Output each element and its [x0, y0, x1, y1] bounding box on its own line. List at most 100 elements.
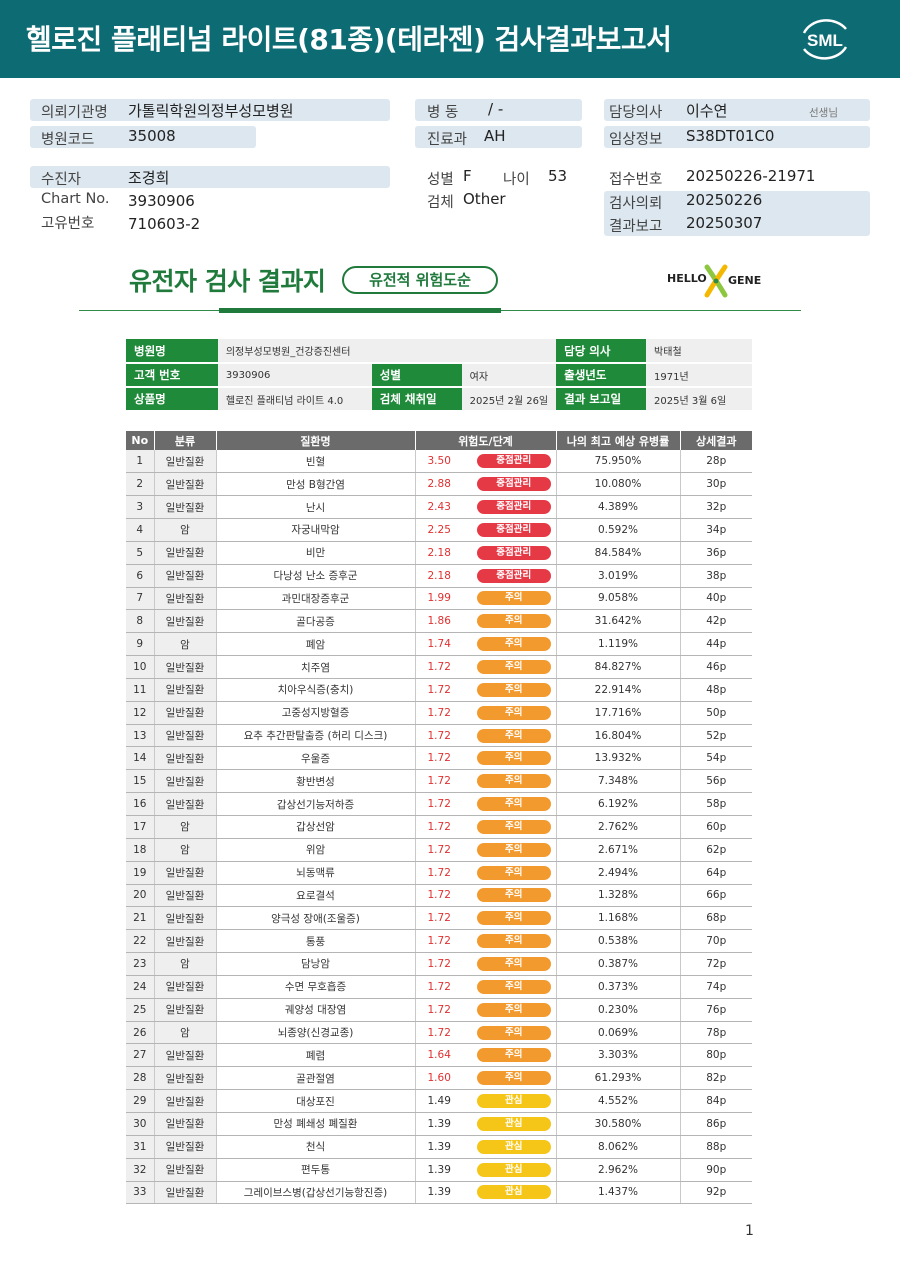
product-value: 헬로진 플래티넘 라이트 4.0 — [217, 387, 372, 412]
row-detail-page: 50p — [680, 701, 752, 725]
row-detail-page: 30p — [680, 472, 752, 497]
report-date-label: 결과 보고일 — [556, 387, 647, 412]
row-risk-score: 1.72 — [415, 655, 472, 679]
row-disease-name: 양극성 장애(조울증) — [216, 906, 416, 931]
risk-level-badge: 주의 — [476, 956, 551, 971]
row-number: 29 — [126, 1089, 155, 1113]
row-number: 3 — [126, 495, 155, 520]
table-row: 26 암 뇌종양(신경교종) 1.72 주의 0.069% 78p — [126, 1021, 752, 1045]
row-prevalence: 0.387% — [556, 952, 681, 976]
row-risk-score: 1.72 — [415, 929, 472, 954]
col-category-header: 분류 — [154, 431, 217, 450]
table-row: 15 일반질환 황반변성 1.72 주의 7.348% 56p — [126, 769, 752, 794]
row-risk-level-cell: 주의 — [472, 975, 557, 999]
table-row: 13 일반질환 요추 추간판탈출증 (허리 디스크) 1.72 주의 16.804% 52p — [126, 724, 752, 748]
risk-level-badge: 관심 — [476, 1162, 551, 1177]
row-prevalence: 61.293% — [556, 1066, 681, 1091]
row-number: 6 — [126, 564, 155, 588]
row-disease-name: 담낭암 — [216, 952, 416, 976]
row-risk-level-cell: 주의 — [472, 701, 557, 725]
row-disease-name: 우울증 — [216, 746, 416, 771]
table-row: 23 암 담낭암 1.72 주의 0.387% 72p — [126, 952, 752, 976]
row-risk-level-cell: 주의 — [472, 838, 557, 862]
row-category: 일반질환 — [154, 769, 217, 794]
gene-result-title: 유전자 검사 결과지 — [129, 267, 326, 296]
row-disease-name: 골관절염 — [216, 1066, 416, 1091]
row-disease-name: 편두통 — [216, 1158, 416, 1182]
risk-level-badge: 주의 — [476, 979, 551, 994]
clinical-label: 임상정보 — [609, 132, 663, 148]
row-disease-name: 황반변성 — [216, 769, 416, 794]
row-category: 일반질환 — [154, 541, 217, 565]
table-row: 21 일반질환 양극성 장애(조울증) 1.72 주의 1.168% 68p — [126, 906, 752, 931]
row-risk-level-cell: 주의 — [472, 884, 557, 908]
row-disease-name: 치주염 — [216, 655, 416, 679]
row-risk-score: 1.74 — [415, 632, 472, 657]
row-prevalence: 0.230% — [556, 998, 681, 1022]
row-risk-score: 1.72 — [415, 952, 472, 976]
hospital-code-label: 병원코드 — [41, 132, 95, 148]
row-category: 일반질환 — [154, 1135, 217, 1159]
birth-year-value: 1971년 — [646, 363, 752, 388]
row-detail-page: 76p — [680, 998, 752, 1022]
col-no-header: No — [126, 431, 155, 450]
row-disease-name: 난시 — [216, 495, 416, 520]
department-value: AH — [484, 127, 506, 145]
row-number: 4 — [126, 518, 155, 542]
row-disease-name: 골다공증 — [216, 609, 416, 634]
row-prevalence: 2.671% — [556, 838, 681, 862]
risk-level-badge: 주의 — [476, 797, 551, 812]
row-disease-name: 대상포진 — [216, 1089, 416, 1113]
row-prevalence: 1.328% — [556, 884, 681, 908]
row-category: 일반질환 — [154, 724, 217, 748]
row-category: 일반질환 — [154, 861, 217, 885]
row-category: 암 — [154, 518, 217, 542]
row-risk-score: 1.49 — [415, 1089, 472, 1113]
gender-label: 성별 — [371, 363, 462, 388]
page-number: 1 — [745, 1223, 754, 1239]
row-detail-page: 84p — [680, 1089, 752, 1113]
row-detail-page: 90p — [680, 1158, 752, 1182]
row-disease-name: 다낭성 난소 증후군 — [216, 564, 416, 588]
table-row: 18 암 위암 1.72 주의 2.671% 62p — [126, 838, 752, 862]
table-row: 10 일반질환 치주염 1.72 주의 84.827% 46p — [126, 655, 752, 679]
row-detail-page: 86p — [680, 1112, 752, 1136]
table-row: 22 일반질환 통풍 1.72 주의 0.538% 70p — [126, 929, 752, 954]
row-detail-page: 64p — [680, 861, 752, 885]
assigned-doctor-value: 박태철 — [646, 339, 752, 364]
row-detail-page: 34p — [680, 518, 752, 542]
row-prevalence: 22.914% — [556, 678, 681, 702]
ward-pill — [415, 99, 582, 121]
row-prevalence: 84.584% — [556, 541, 681, 565]
row-detail-page: 54p — [680, 746, 752, 771]
row-category: 암 — [154, 632, 217, 657]
row-category: 일반질환 — [154, 495, 217, 520]
sex-value: F — [463, 167, 472, 185]
row-number: 14 — [126, 746, 155, 771]
row-prevalence: 10.080% — [556, 472, 681, 497]
row-risk-level-cell: 주의 — [472, 929, 557, 954]
row-disease-name: 고중성지방혈증 — [216, 701, 416, 725]
risk-level-badge: 관심 — [476, 1139, 551, 1154]
row-prevalence: 1.168% — [556, 906, 681, 931]
institution-value: 가톨릭학원의정부성모병원 — [128, 102, 294, 120]
row-risk-level-cell: 주의 — [472, 746, 557, 771]
table-row: 9 암 폐암 1.74 주의 1.119% 44p — [126, 632, 752, 657]
risk-level-badge: 주의 — [476, 614, 551, 629]
row-detail-page: 72p — [680, 952, 752, 976]
row-detail-page: 60p — [680, 815, 752, 839]
row-number: 16 — [126, 792, 155, 816]
row-disease-name: 천식 — [216, 1135, 416, 1159]
row-risk-level-cell: 주의 — [472, 655, 557, 679]
row-category: 일반질환 — [154, 906, 217, 931]
sex-label: 성별 — [427, 172, 454, 188]
row-risk-score: 1.72 — [415, 998, 472, 1022]
row-disease-name: 갑상선기능저하증 — [216, 792, 416, 816]
row-risk-score: 1.72 — [415, 975, 472, 999]
row-prevalence: 84.827% — [556, 655, 681, 679]
ward-label: 병 동 — [427, 105, 459, 121]
table-row: 30 일반질환 만성 폐쇄성 폐질환 1.39 관심 30.580% 86p — [126, 1112, 752, 1136]
row-disease-name: 자궁내막암 — [216, 518, 416, 542]
risk-level-badge: 주의 — [476, 1025, 551, 1040]
row-risk-score: 2.88 — [415, 472, 472, 497]
